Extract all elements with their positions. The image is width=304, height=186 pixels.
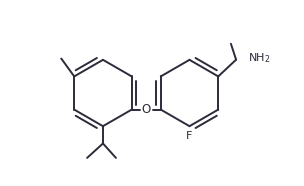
- Text: NH$_2$: NH$_2$: [248, 51, 270, 65]
- Text: O: O: [142, 103, 151, 116]
- Text: F: F: [186, 131, 193, 141]
